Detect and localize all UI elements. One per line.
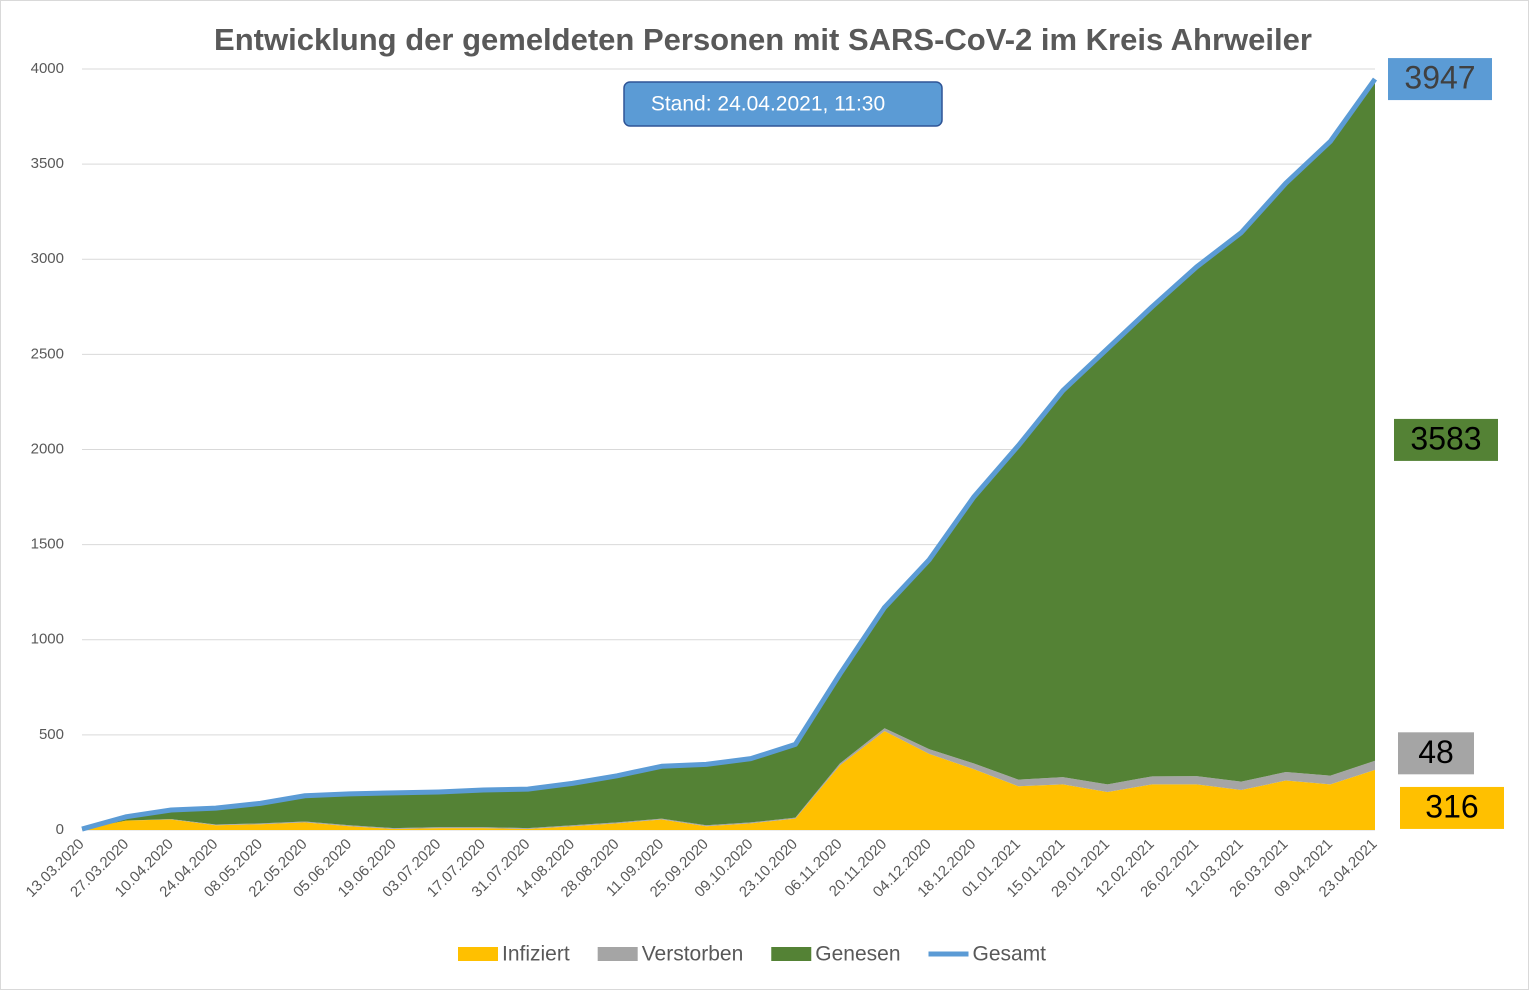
- y-tick-label: 2000: [31, 440, 64, 457]
- legend-label: Verstorben: [642, 943, 744, 966]
- end-label-box: [1400, 786, 1504, 829]
- y-tick-label: 1000: [31, 631, 64, 648]
- y-tick-label: 3000: [31, 250, 64, 267]
- end-label-box: [1388, 58, 1492, 101]
- end-label-box: [1394, 418, 1498, 461]
- annotation: Stand: 24.04.2021, 11:30: [651, 93, 885, 116]
- area: [82, 79, 1375, 830]
- legend-label: Infiziert: [502, 943, 570, 966]
- end-label: 3583: [1410, 420, 1481, 456]
- y-tick-label: 2500: [31, 345, 64, 362]
- legend-swatch: [597, 947, 638, 961]
- area: [82, 731, 1375, 830]
- y-tick-label: 4000: [31, 60, 64, 77]
- end-label-box: [1398, 732, 1474, 775]
- legend-label: Gesamt: [973, 943, 1047, 966]
- end-label: 316: [1425, 788, 1478, 824]
- end-label: 3947: [1404, 60, 1475, 96]
- legend-swatch: [771, 947, 812, 961]
- annotation-box: [623, 81, 943, 127]
- total-line: [81, 77, 1378, 832]
- y-tick-label: 1500: [31, 536, 64, 553]
- end-label: 48: [1418, 734, 1454, 770]
- y-tick-label: 500: [39, 726, 64, 743]
- legend-label: Genesen: [815, 943, 900, 966]
- legend-swatch: [458, 947, 498, 961]
- chart-title: Entwicklung der gemeldeten Personen mit …: [214, 22, 1312, 57]
- y-tick-label: 3500: [31, 155, 64, 172]
- y-tick-label: 0: [56, 821, 64, 838]
